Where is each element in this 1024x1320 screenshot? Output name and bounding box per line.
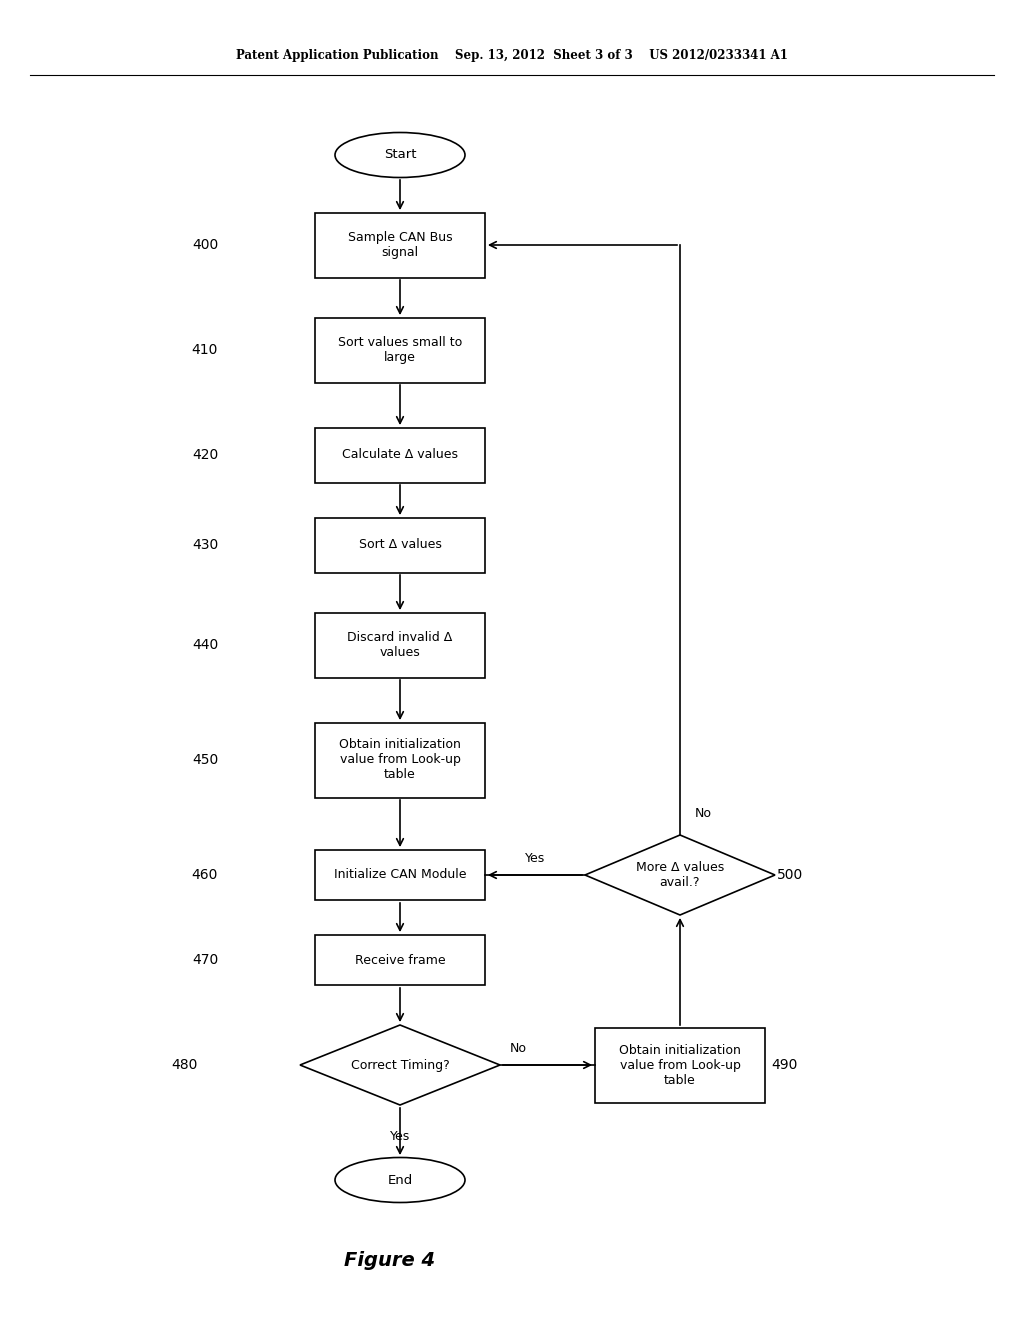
Text: Correct Timing?: Correct Timing? <box>350 1059 450 1072</box>
Text: 470: 470 <box>191 953 218 968</box>
Text: 450: 450 <box>191 752 218 767</box>
Text: 420: 420 <box>191 447 218 462</box>
Bar <box>315 318 485 383</box>
Text: 410: 410 <box>191 343 218 356</box>
Text: Discard invalid Δ
values: Discard invalid Δ values <box>347 631 453 659</box>
Text: Yes: Yes <box>525 851 545 865</box>
Text: Yes: Yes <box>390 1130 411 1143</box>
Text: Sort Δ values: Sort Δ values <box>358 539 441 552</box>
Ellipse shape <box>335 1158 465 1203</box>
Text: 440: 440 <box>191 638 218 652</box>
Text: Obtain initialization
value from Look-up
table: Obtain initialization value from Look-up… <box>620 1044 741 1086</box>
Text: No: No <box>695 807 712 820</box>
Text: 400: 400 <box>191 238 218 252</box>
Text: Figure 4: Figure 4 <box>344 1250 435 1270</box>
Bar <box>315 612 485 677</box>
Bar <box>315 722 485 797</box>
Text: End: End <box>387 1173 413 1187</box>
Bar <box>595 1027 765 1102</box>
Text: No: No <box>510 1041 527 1055</box>
Bar <box>315 428 485 483</box>
Text: 430: 430 <box>191 539 218 552</box>
Text: Sample CAN Bus
signal: Sample CAN Bus signal <box>348 231 453 259</box>
Bar <box>315 517 485 573</box>
Polygon shape <box>300 1026 500 1105</box>
Text: Calculate Δ values: Calculate Δ values <box>342 449 458 462</box>
Text: Receive frame: Receive frame <box>354 953 445 966</box>
Text: 500: 500 <box>777 869 803 882</box>
Text: 490: 490 <box>772 1059 798 1072</box>
Text: Initialize CAN Module: Initialize CAN Module <box>334 869 466 882</box>
Text: 460: 460 <box>191 869 218 882</box>
Text: Patent Application Publication    Sep. 13, 2012  Sheet 3 of 3    US 2012/0233341: Patent Application Publication Sep. 13, … <box>237 49 787 62</box>
Text: Start: Start <box>384 149 416 161</box>
Bar <box>315 213 485 277</box>
Bar <box>315 935 485 985</box>
Text: Sort values small to
large: Sort values small to large <box>338 337 462 364</box>
Ellipse shape <box>335 132 465 177</box>
Text: Obtain initialization
value from Look-up
table: Obtain initialization value from Look-up… <box>339 738 461 781</box>
Bar <box>315 850 485 900</box>
Text: More Δ values
avail.?: More Δ values avail.? <box>636 861 724 888</box>
Text: 480: 480 <box>172 1059 199 1072</box>
Polygon shape <box>585 836 775 915</box>
